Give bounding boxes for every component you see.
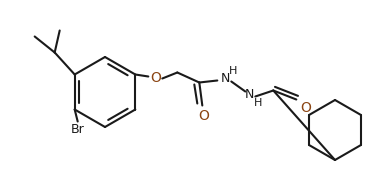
- Text: O: O: [300, 100, 311, 114]
- Text: H: H: [254, 98, 263, 108]
- Text: H: H: [229, 66, 238, 76]
- Text: N: N: [221, 72, 230, 85]
- Text: Br: Br: [71, 123, 85, 136]
- Text: N: N: [245, 88, 254, 101]
- Text: O: O: [198, 108, 209, 122]
- Text: O: O: [150, 71, 161, 85]
